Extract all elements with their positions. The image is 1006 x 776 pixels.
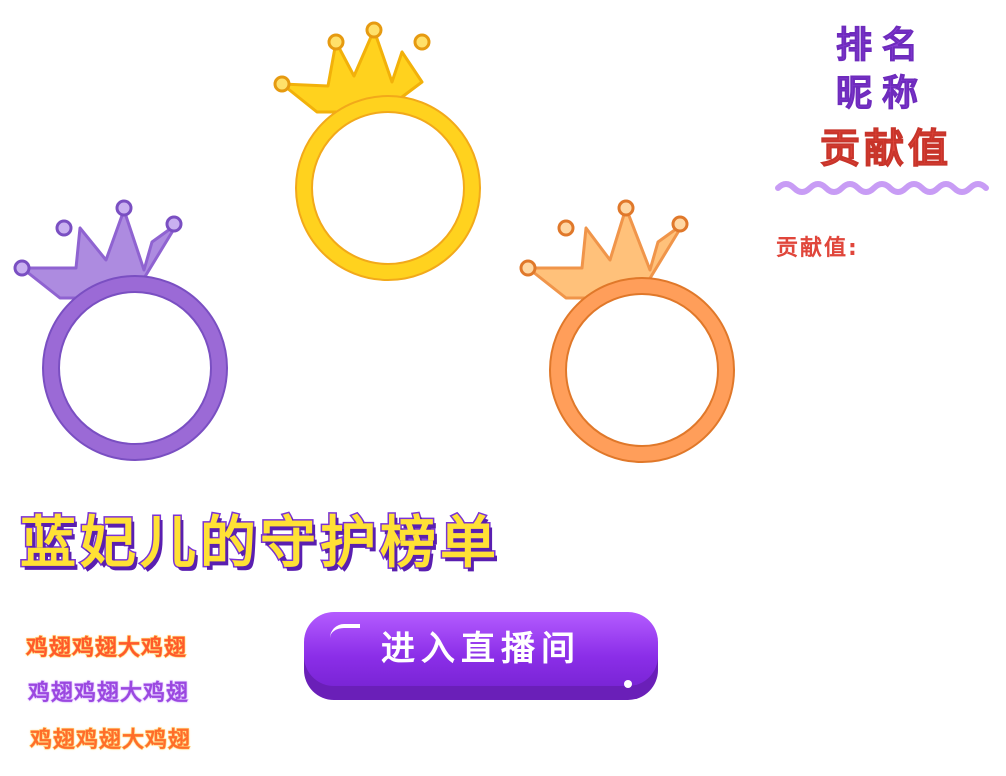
rank-3-avatar-frame	[519, 199, 735, 463]
button-glint-dot	[624, 680, 632, 688]
legend-contribution-label: 贡献值	[820, 126, 952, 173]
rank-1-avatar-frame	[273, 21, 481, 281]
sample-name-3: 鸡翅鸡翅大鸡翅	[29, 728, 192, 754]
legend-nickname-label: 昵称	[835, 73, 929, 115]
contribution-field-label: 贡献值:	[776, 236, 859, 261]
enter-live-room-button[interactable]: 进入直播间	[304, 612, 658, 702]
enter-live-room-label: 进入直播间	[381, 629, 581, 669]
button-face	[304, 612, 658, 686]
wavy-divider	[775, 181, 989, 195]
page-title: 蓝妃儿的守护榜单	[19, 510, 500, 578]
legend-rank-label: 排名	[835, 25, 929, 67]
button-glint	[330, 624, 360, 638]
rank-2-avatar-frame	[13, 199, 228, 461]
sample-name-2: 鸡翅鸡翅大鸡翅	[27, 681, 190, 707]
sample-name-1: 鸡翅鸡翅大鸡翅	[25, 636, 188, 662]
